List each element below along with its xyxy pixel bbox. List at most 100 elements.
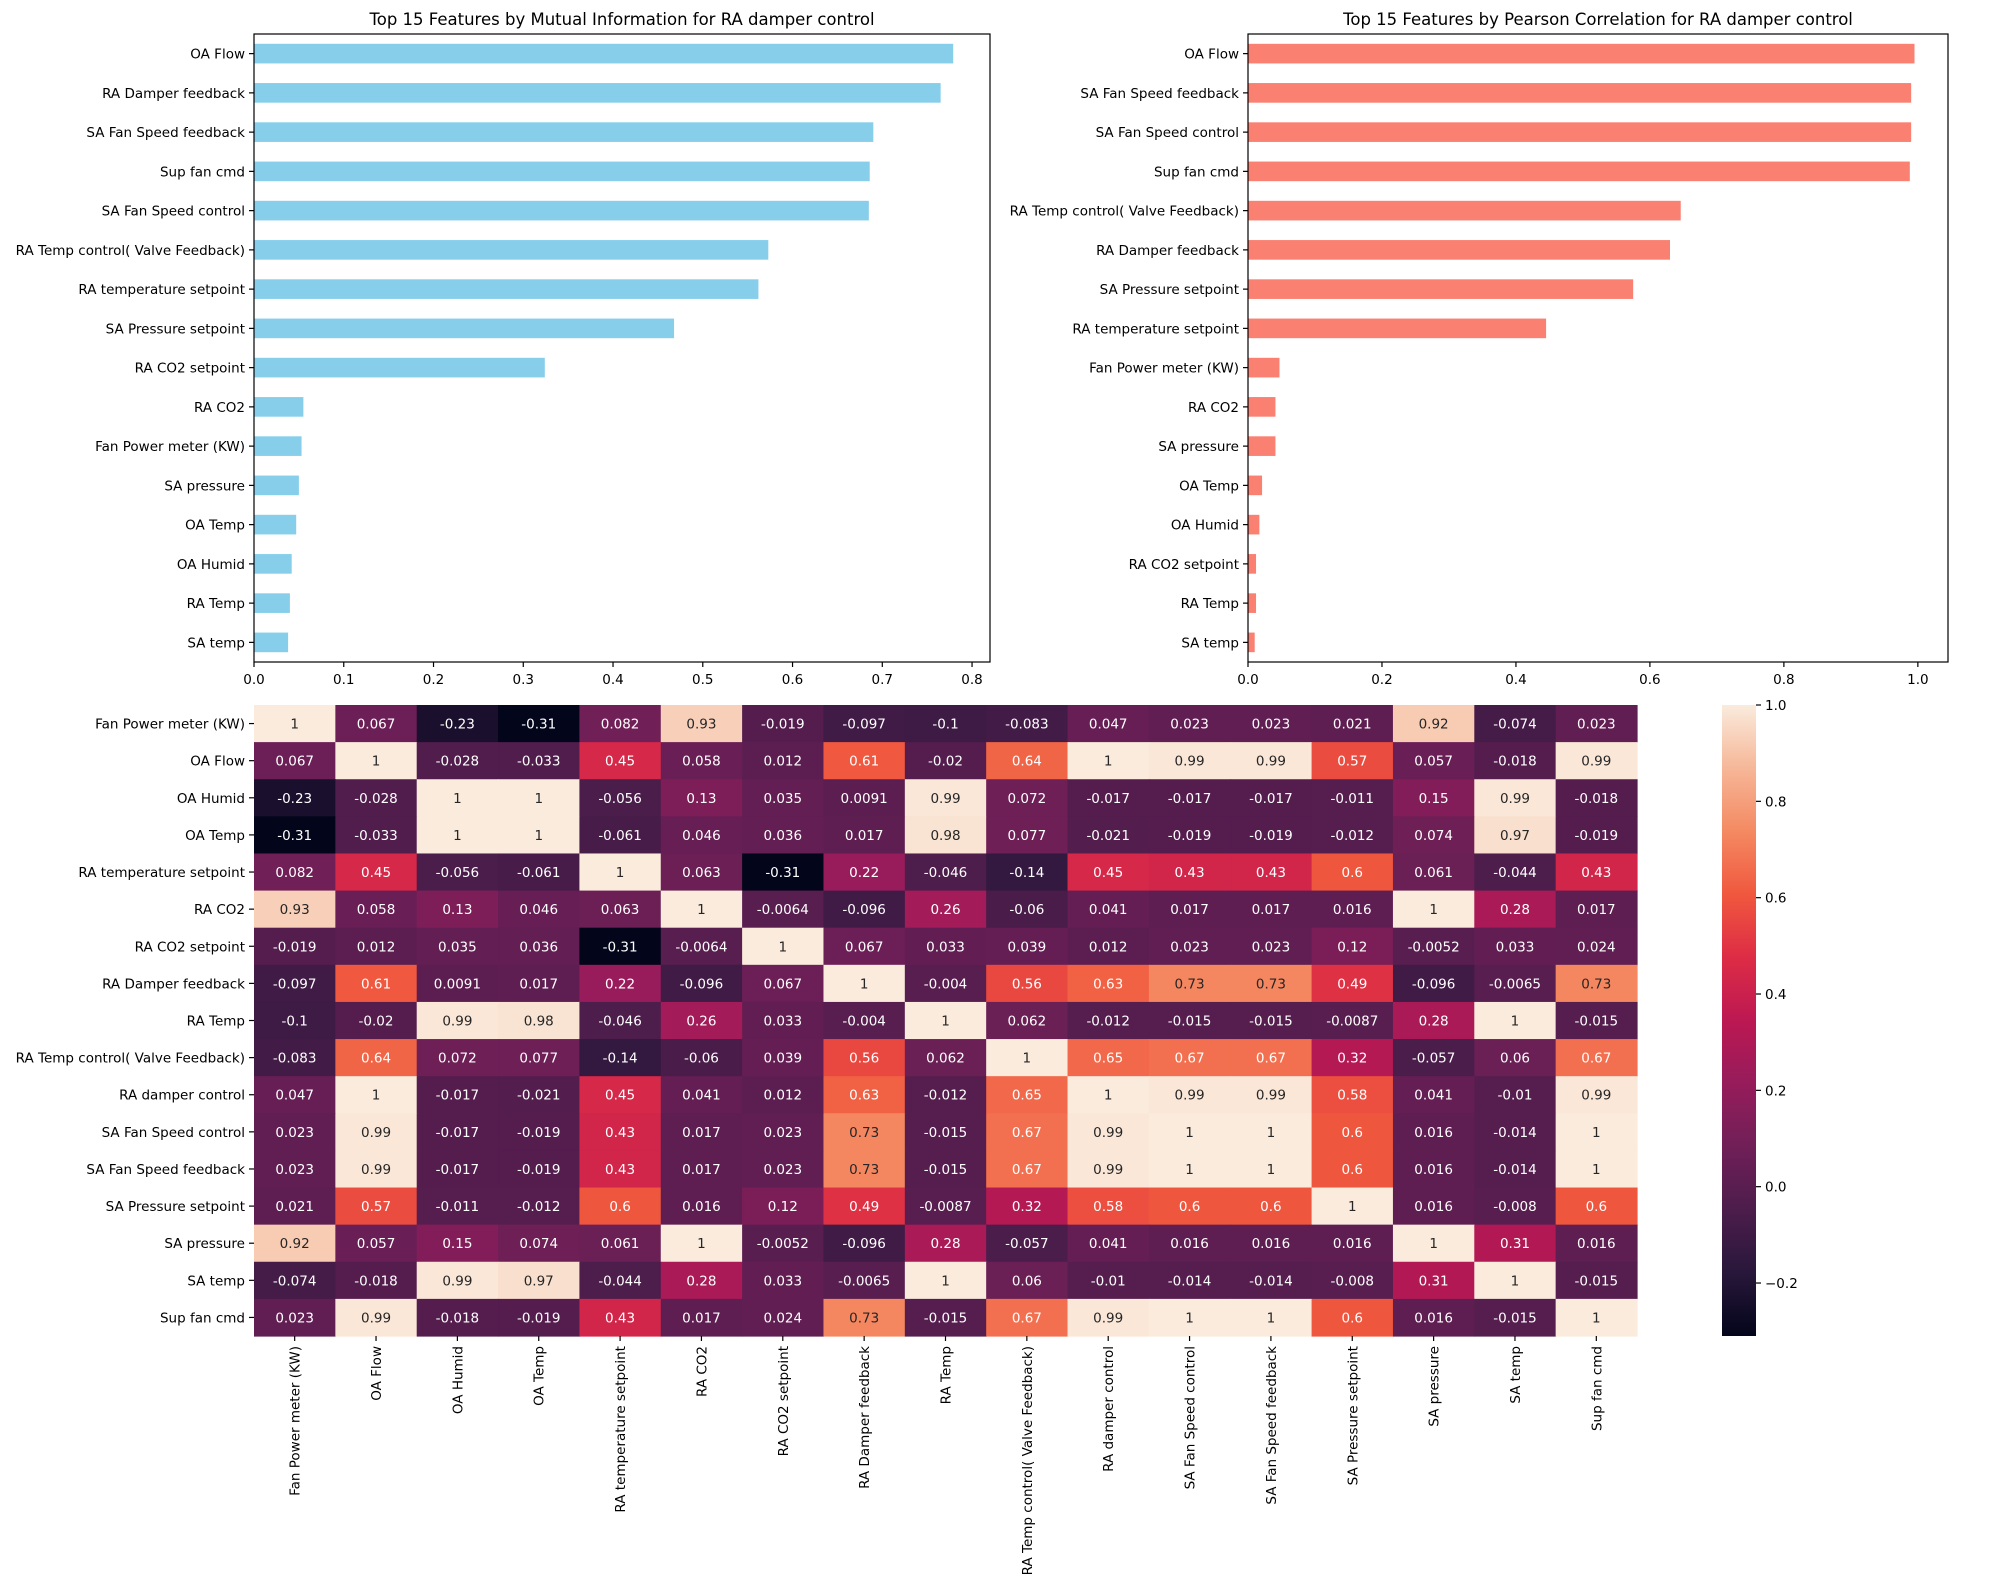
bar [1248,357,1280,378]
heatmap-cell [579,964,662,1003]
heatmap-cell-label: 0.012 [1089,939,1128,955]
heatmap-cell [1474,779,1557,817]
heatmap-cell [498,1001,581,1040]
heatmap-cell-label: -0.074 [273,1273,317,1289]
heatmap-cell [498,1187,581,1226]
heatmap-cell [335,964,418,1003]
heatmap-cell [742,853,825,892]
heatmap-cell-label: -0.004 [842,1014,886,1030]
heatmap-cell-label: 0.57 [1337,754,1367,770]
bar [254,357,545,378]
heatmap-cell [1148,1039,1231,1077]
bar [1248,397,1276,417]
heatmap-cell [986,742,1069,780]
heatmap-cell [904,742,987,780]
y-tick-label: RA CO2 setpoint [135,361,245,377]
heatmap-cell [742,1187,825,1226]
heatmap-cell [742,890,825,929]
heatmap-cell-label: 0.021 [1333,717,1372,733]
heatmap-cell-label: 0.067 [763,976,802,992]
heatmap-cell-label: -0.01 [1091,1273,1126,1289]
x-tick-label: RA Damper feedback [857,1346,873,1489]
plot-frame [1247,33,1949,663]
heatmap-cell [1392,742,1475,780]
heatmap-cell-label: -0.008 [1330,1273,1374,1289]
heatmap-cell [660,742,743,780]
x-tick-label: RA Temp [939,1346,955,1404]
heatmap-cell-label: 0.92 [1419,717,1449,733]
heatmap-cell [579,816,662,855]
y-tick-label: OA Temp [185,518,245,534]
y-tick-label: RA temperature setpoint [78,282,245,298]
heatmap-cell [1230,1001,1313,1040]
y-tick-label: RA Temp control( Valve Feedback) [16,243,245,259]
heatmap-cell-label: 0.43 [605,1310,635,1326]
heatmap-cell [335,779,418,817]
heatmap-cell-label: 1 [290,717,299,733]
y-tick-label: RA Damper feedback [1096,243,1239,259]
heatmap-cell-label: 0.082 [601,717,640,733]
bar [254,514,297,535]
heatmap-cell-label: 0.6 [1342,865,1363,881]
heatmap-cell [1230,1187,1313,1226]
heatmap-cell [1474,816,1557,855]
heatmap-cell-label: 0.99 [361,1310,391,1326]
heatmap-cell-label: 0.43 [605,1162,635,1178]
heatmap-cell-label: 1 [1511,1273,1520,1289]
heatmap-cell [904,1039,987,1077]
bar [254,475,299,496]
heatmap-cell-label: 0.016 [1577,1236,1616,1252]
heatmap-cell-label: 0.45 [361,865,391,881]
heatmap-cell [498,853,581,892]
heatmap-cell-label: 0.012 [763,1088,802,1104]
y-tick-label: SA pressure [164,1236,245,1252]
heatmap-cell-label: 0.56 [1012,976,1042,992]
x-tick-label: 0.2 [1371,672,1392,688]
heatmap-cell-label: -0.019 [517,1125,561,1141]
heatmap-cell [904,705,987,743]
y-tick-label: RA damper control [119,1088,245,1104]
bar [254,436,302,456]
heatmap-cell [416,964,499,1003]
heatmap-cell [742,1039,825,1077]
y-tick-label: SA temp [187,1273,245,1289]
heatmap-cell-label: 0.15 [1419,791,1449,807]
heatmap-cell [1230,1076,1313,1114]
heatmap-cell [416,890,499,929]
heatmap-cell-label: 0.0091 [434,976,481,992]
heatmap-cell-label: 0.43 [1581,865,1611,881]
heatmap-cell [579,742,662,780]
x-tick-label: RA CO2 [694,1346,710,1397]
heatmap-cell [1148,964,1231,1003]
heatmap-cell-label: 1 [453,791,462,807]
heatmap-cell-label: -0.0064 [675,939,727,955]
y-tick-label: SA Pressure setpoint [106,1199,245,1215]
heatmap-cell [498,705,581,743]
y-tick-label: RA Temp [187,1014,245,1030]
heatmap-cell-label: 0.033 [926,939,965,955]
heatmap-cell-label: 1 [1511,1014,1520,1030]
heatmap-cell [1067,1076,1150,1114]
x-tick-label: OA Temp [532,1346,548,1406]
heatmap-cell [1230,927,1313,966]
heatmap-cell-label: -0.019 [517,1162,561,1178]
heatmap-cell [335,816,418,855]
heatmap-cell [742,705,825,743]
heatmap-cell [1148,1261,1231,1300]
heatmap-cell-label: -0.015 [1168,1014,1212,1030]
y-tick-label: SA Pressure setpoint [1100,282,1239,298]
heatmap-cell-label: 0.26 [930,902,960,918]
y-tick-label: RA CO2 [194,400,245,416]
heatmap-cell [823,779,906,817]
heatmap-cell-label: -0.019 [761,717,805,733]
heatmap-cell [742,1150,825,1189]
heatmap-cell [579,1224,662,1263]
heatmap-cell-label: 0.035 [438,939,477,955]
heatmap-cell [254,742,336,780]
y-tick-label: RA temperature setpoint [78,865,245,881]
heatmap-cell [498,964,581,1003]
heatmap-cell [1474,705,1557,743]
heatmap-cell [986,890,1069,929]
heatmap-cell-label: -0.057 [1412,1051,1456,1067]
heatmap-cell [660,1039,743,1077]
